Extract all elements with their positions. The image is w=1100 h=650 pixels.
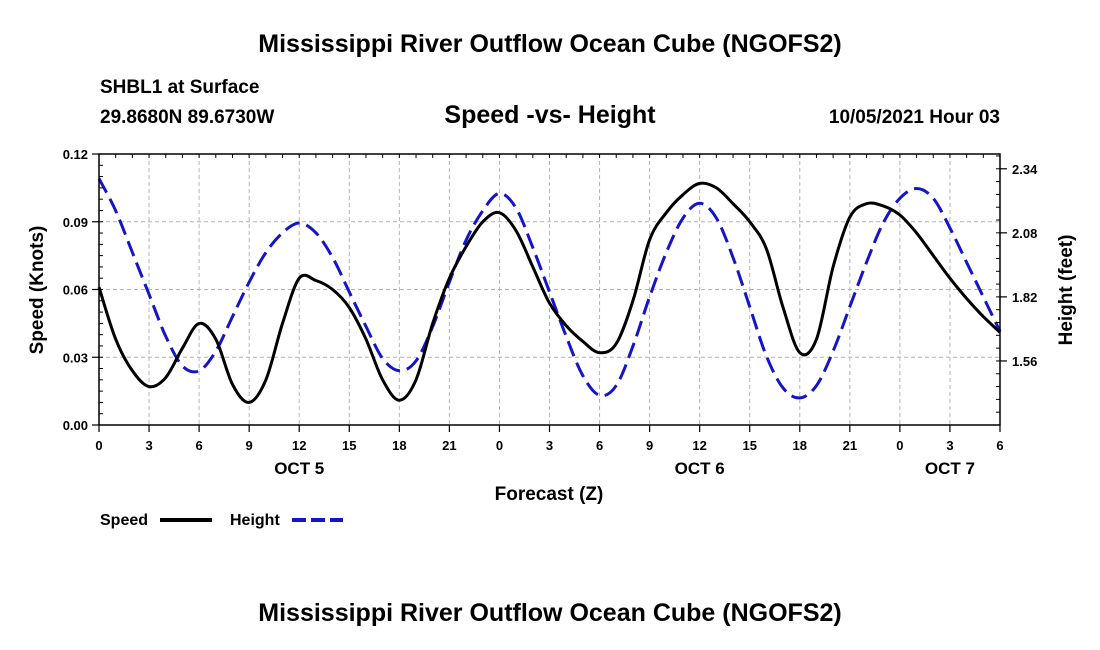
x-tick-label: 18	[392, 438, 406, 453]
x-tick-label: 15	[742, 438, 756, 453]
y-tick-label: 0.03	[63, 350, 88, 365]
y2-tick-label: 2.34	[1012, 162, 1038, 177]
y2-axis-label: Height (feet)	[1056, 235, 1077, 346]
x-day-label: OCT 6	[675, 459, 725, 478]
x-tick-label: 21	[843, 438, 857, 453]
x-tick-label: 12	[692, 438, 706, 453]
x-tick-label: 0	[496, 438, 503, 453]
x-tick-label: 9	[646, 438, 653, 453]
x-tick-label: 6	[195, 438, 202, 453]
station-name: SHBL1 at Surface	[100, 77, 260, 98]
y2-tick-label: 2.08	[1012, 226, 1037, 241]
x-tick-label: 0	[95, 438, 102, 453]
main-title: Mississippi River Outflow Ocean Cube (NG…	[258, 30, 842, 58]
speed-series-line	[97, 181, 1002, 404]
y2-tick-label: 1.82	[1012, 290, 1037, 305]
height-series-line	[97, 177, 1002, 400]
x-tick-label: 21	[442, 438, 456, 453]
x-tick-label: 9	[246, 438, 253, 453]
x-day-label: OCT 5	[274, 459, 324, 478]
footer-title: Mississippi River Outflow Ocean Cube (NG…	[258, 599, 842, 627]
y-axis-label: Speed (Knots)	[27, 226, 48, 355]
x-tick-label: 3	[546, 438, 553, 453]
x-axis-label: Forecast (Z)	[495, 484, 604, 505]
legend: Speed Height	[100, 512, 343, 529]
axis-layer: 0 3 6 9 12 15 18 21 0 3 6 9 12 15 18 21 0 3 6 0.00 0.03 0.06 0…	[63, 147, 1038, 478]
series-layer	[97, 177, 1002, 404]
grid-layer	[99, 154, 1000, 425]
y-tick-label: 0.12	[63, 147, 88, 162]
y-tick-label: 0.06	[63, 283, 88, 298]
y-tick-label: 0.00	[63, 418, 88, 433]
chart-title: Speed -vs- Height	[444, 101, 656, 129]
chart-datetime: 10/05/2021 Hour 03	[828, 107, 1000, 128]
x-tick-label: 3	[946, 438, 953, 453]
x-tick-label: 15	[342, 438, 356, 453]
x-tick-label: 3	[145, 438, 152, 453]
station-coordinates: 29.8680N 89.6730W	[100, 107, 275, 128]
x-tick-label: 6	[596, 438, 603, 453]
x-tick-label: 12	[292, 438, 306, 453]
legend-label-speed: Speed	[100, 512, 148, 529]
legend-label-height: Height	[230, 512, 280, 529]
y-tick-label: 0.09	[63, 215, 88, 230]
x-tick-label: 0	[896, 438, 903, 453]
x-day-label: OCT 7	[925, 459, 975, 478]
x-tick-label: 18	[793, 438, 807, 453]
y2-tick-label: 1.56	[1012, 354, 1037, 369]
x-tick-label: 6	[996, 438, 1003, 453]
